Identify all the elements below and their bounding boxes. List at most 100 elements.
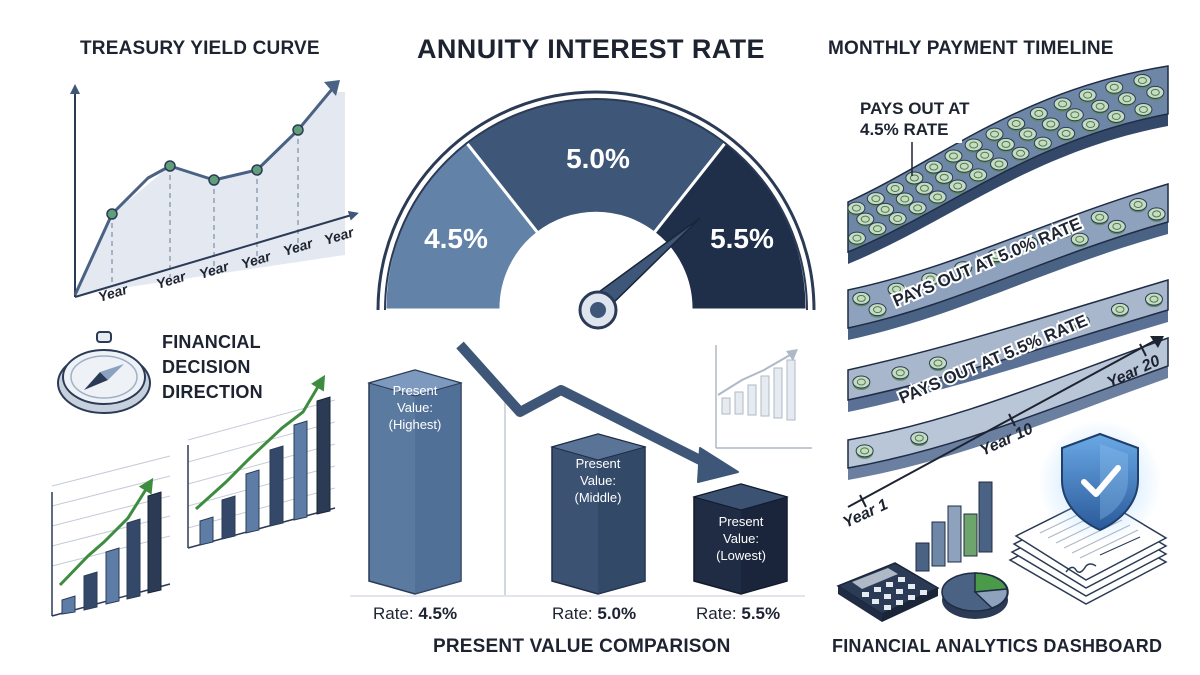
yield-point [292, 124, 304, 136]
payment-band-1 [847, 65, 1169, 264]
coin-icon [1053, 97, 1072, 112]
coin-icon [852, 375, 871, 391]
coin-icon [888, 212, 907, 227]
pv-bar-text: Present [393, 383, 438, 398]
pv-bar-text: (Middle) [575, 490, 622, 505]
calculator-icon [836, 562, 940, 622]
coin-icon [1105, 80, 1124, 96]
coin-icon [975, 148, 994, 164]
coin-icon [915, 181, 934, 197]
pv-bar-text: Present [719, 514, 764, 529]
pv-bar-text: (Lowest) [716, 548, 766, 563]
coin-icon [944, 149, 963, 165]
coin-icon [985, 127, 1004, 143]
pv-bar-text: (Highest) [389, 417, 442, 432]
coin-icon [1090, 210, 1109, 226]
coin-icon [954, 261, 973, 276]
timeline-label-year1: Year 1 [841, 496, 891, 532]
coin-icon [908, 201, 927, 216]
coin-icon [886, 182, 905, 197]
coin-icon [1020, 236, 1039, 252]
annuity-title: ANNUITY INTEREST RATE [417, 34, 765, 64]
coin-icon [895, 192, 914, 208]
yield-point [164, 160, 176, 172]
coin-group [847, 73, 1166, 459]
pv-bar-lowest: Present Value: (Lowest) [692, 483, 789, 595]
yield-curve-chart: Year Year Year Year Year Year [70, 80, 359, 305]
coin-icon [856, 212, 875, 228]
payment-band-2 [847, 182, 1169, 340]
yield-point [251, 164, 263, 176]
coin-icon [1081, 118, 1100, 133]
coin-icon [1065, 108, 1084, 123]
trend-icon [715, 345, 812, 449]
growth-chart-right [187, 374, 336, 549]
coin-icon [1129, 198, 1148, 213]
coin-icon [928, 190, 947, 206]
coin-icon [1147, 207, 1166, 222]
coin-icon [847, 231, 866, 247]
coin-icon [1107, 219, 1126, 235]
yield-point [106, 208, 118, 220]
coin-icon [868, 303, 887, 318]
coin-icon [1146, 85, 1165, 101]
coin-icon [910, 431, 929, 447]
coin-icon [1011, 146, 1030, 162]
pv-comparison-title: PRESENT VALUE COMPARISON [433, 636, 731, 657]
pv-bar-text: Value: [580, 473, 616, 488]
pv-rate-label: Rate: 5.5% [696, 604, 780, 623]
coin-icon [905, 171, 924, 186]
coin-icon [1029, 106, 1048, 122]
coin-icon [1007, 117, 1026, 132]
coin-icon [1107, 109, 1126, 125]
coin-icon [969, 168, 988, 183]
gauge-label-high: 5.5% [710, 223, 774, 254]
shield-check-icon [1038, 420, 1162, 544]
analytics-dashboard-title: FINANCIAL ANALYTICS DASHBOARD [832, 636, 1163, 656]
pv-bar-text: Value: [397, 400, 433, 415]
coin-icon [929, 356, 948, 372]
coin-icon [876, 202, 895, 218]
band-label-text: 4.5% RATE [860, 120, 949, 139]
coin-icon [1091, 99, 1110, 115]
coin-icon [1117, 92, 1136, 107]
decision-direction-title: FINANCIAL DECISION DIRECTION [162, 332, 263, 402]
yield-point [208, 174, 220, 186]
coin-icon [1057, 126, 1076, 142]
pv-rate-label: Rate: 5.0% [552, 604, 636, 623]
payment-band-4 [847, 336, 1169, 480]
payment-band-3 [847, 278, 1169, 412]
coin-icon [921, 272, 940, 287]
coin-icon [868, 222, 887, 237]
coin-icon [855, 444, 874, 459]
coin-icon [891, 366, 910, 381]
gauge-label-mid: 5.0% [566, 143, 630, 174]
dashboard-bar-chart [915, 481, 993, 572]
pv-chart: Present Value: (Highest) Present Value: … [350, 341, 805, 623]
pv-bar-highest: Present Value: (Highest) [367, 369, 463, 595]
coin-icon [1054, 223, 1073, 239]
pv-bar-text: Value: [723, 531, 759, 546]
coin-icon [887, 282, 906, 298]
coin-icon [924, 160, 943, 176]
coin-icon [1033, 136, 1052, 152]
pv-bar-text: Present [576, 456, 621, 471]
coin-icon [1110, 302, 1129, 318]
coin-icon [1071, 314, 1090, 330]
yield-curve-title: TREASURY YIELD CURVE [80, 38, 320, 59]
coin-icon [1134, 102, 1153, 118]
coin-icon [1144, 292, 1163, 308]
coin-icon [1070, 232, 1089, 248]
gauge-label-low: 4.5% [424, 223, 488, 254]
pv-bar-middle: Present Value: (Middle) [550, 433, 647, 595]
timeline-axis [847, 339, 1157, 508]
coin-icon [866, 192, 885, 207]
coin-icon [1078, 88, 1097, 104]
band-label-1: PAYS OUT AT 4.5% RATE [852, 97, 970, 176]
coin-icon [1018, 127, 1037, 142]
yield-line [73, 87, 335, 296]
coin-icon [996, 137, 1015, 153]
rate-gauge: 4.5% 5.0% 5.5% [376, 90, 816, 330]
coin-icon [847, 201, 866, 217]
